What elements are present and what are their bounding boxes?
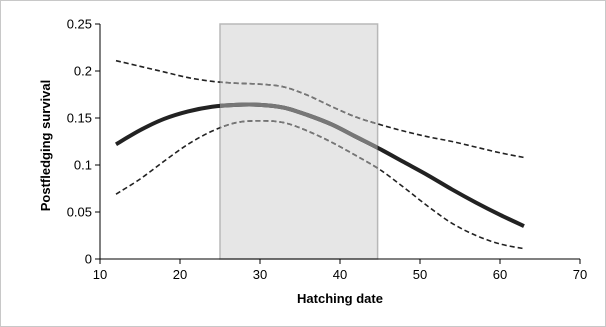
y-tick-label: 0.15 xyxy=(67,111,92,126)
y-tick-label: 0.25 xyxy=(67,17,92,32)
x-tick-label: 50 xyxy=(413,267,427,282)
y-tick-label: 0.1 xyxy=(74,158,92,173)
y-tick-label: 0.2 xyxy=(74,64,92,79)
y-tick-label: 0 xyxy=(85,252,92,267)
series-line-estimate-highlight xyxy=(220,102,378,151)
x-tick-label: 40 xyxy=(333,267,347,282)
axes-layer: 0 0.05 0.1 0.15 0.2 0.25 10 20 30 40 50 60 70 xyxy=(67,17,588,283)
series-layer xyxy=(114,59,525,250)
x-tick-label: 10 xyxy=(93,267,107,282)
x-tick-label: 60 xyxy=(493,267,507,282)
labels-layer: Hatching date Postfledging survival xyxy=(38,80,383,306)
x-tick-label: 20 xyxy=(173,267,187,282)
x-tick-label: 70 xyxy=(573,267,587,282)
x-tick-label: 30 xyxy=(253,267,267,282)
shaded-highlight-region xyxy=(219,23,379,260)
y-axis-title: Postfledging survival xyxy=(38,80,53,211)
x-axis-title: Hatching date xyxy=(297,291,383,306)
series-line-lower-bound-highlight xyxy=(220,120,378,170)
shaded-region-layer xyxy=(219,23,379,260)
series-line-upper-bound-highlight xyxy=(220,81,378,125)
y-tick-label: 0.05 xyxy=(67,205,92,220)
